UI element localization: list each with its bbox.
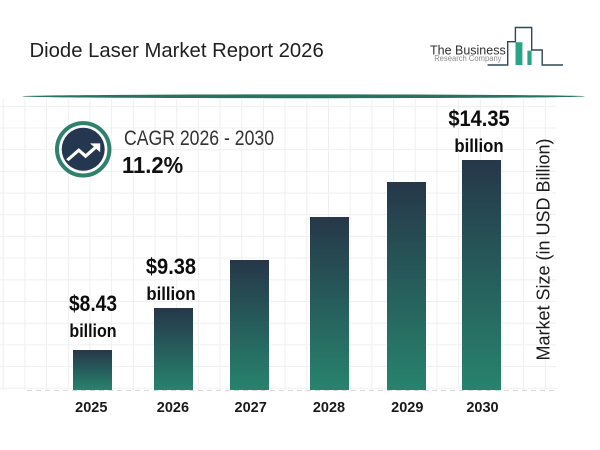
svg-text:The Business: The Business (430, 42, 506, 57)
svg-text:Research Company: Research Company (434, 54, 501, 63)
